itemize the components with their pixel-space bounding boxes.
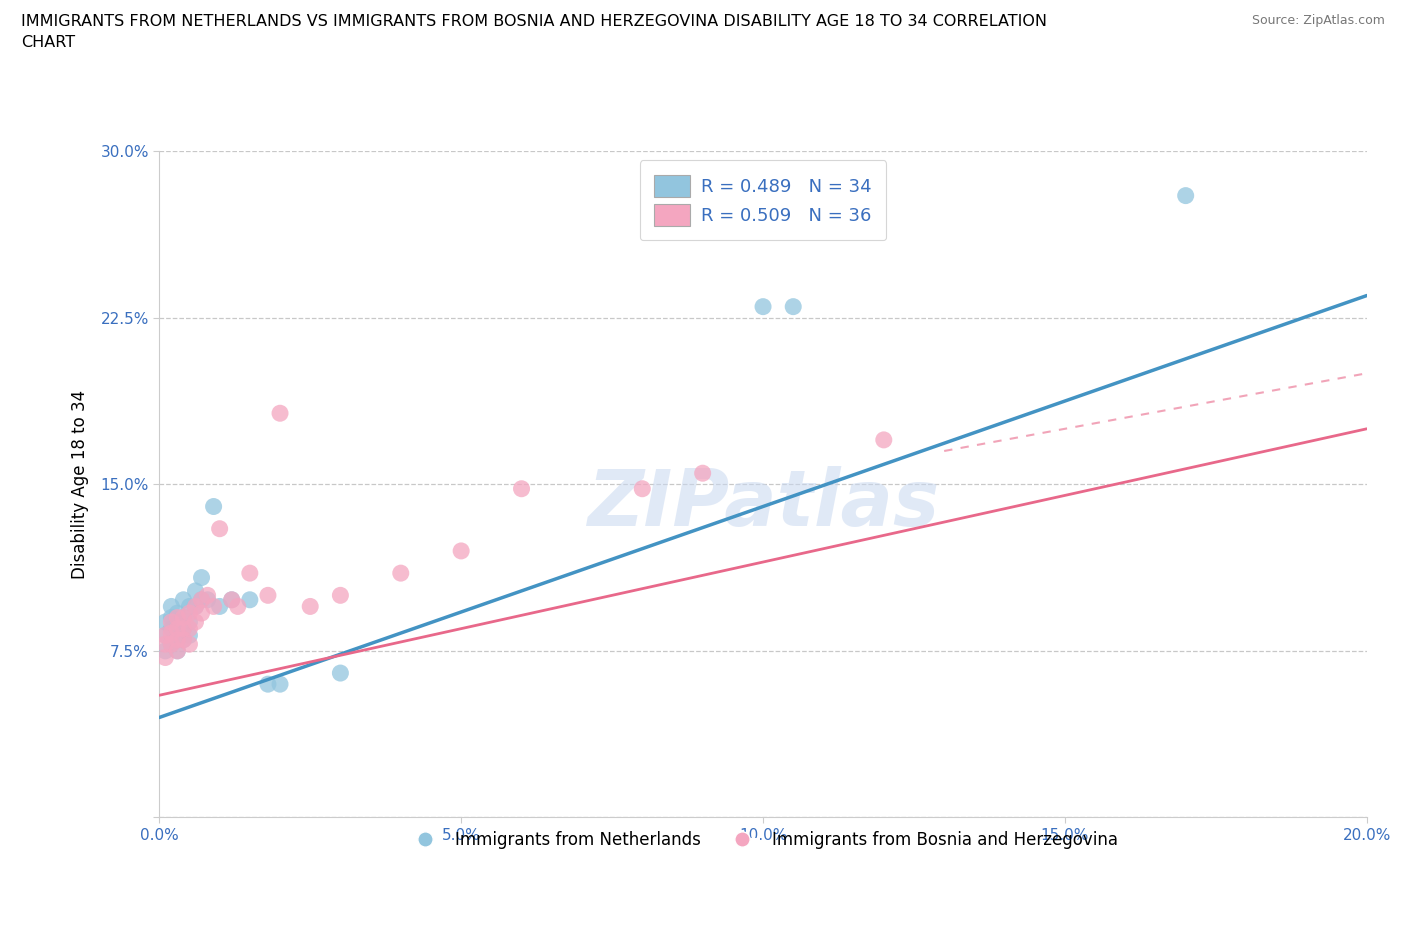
Point (166, 632, 188, 647)
Point (172, 610, 194, 625)
Point (450, 543, 472, 558)
Point (202, 599, 225, 614)
Point (389, 565, 412, 580)
Point (197, 588, 219, 603)
Point (166, 610, 188, 625)
Point (160, 610, 183, 625)
Point (160, 626, 183, 641)
Point (172, 632, 194, 647)
Point (172, 610, 194, 625)
Point (873, 432, 896, 447)
Point (172, 592, 194, 607)
Point (1174, 188, 1197, 203)
Point (190, 605, 212, 620)
Point (166, 632, 188, 647)
Point (257, 588, 280, 603)
Text: ZIPatlas: ZIPatlas (586, 466, 939, 542)
Point (179, 615, 201, 630)
Point (184, 599, 207, 614)
Point (179, 628, 201, 643)
Point (239, 592, 262, 607)
Point (172, 621, 194, 636)
Point (166, 621, 188, 636)
Point (239, 565, 262, 580)
Point (166, 644, 188, 658)
Point (160, 637, 183, 652)
Point (329, 666, 352, 681)
Point (221, 592, 243, 607)
Point (299, 599, 322, 614)
Point (208, 522, 231, 537)
Point (184, 599, 207, 614)
Point (155, 637, 177, 652)
Point (190, 592, 212, 607)
Point (782, 299, 804, 314)
Point (155, 628, 177, 643)
Point (160, 637, 183, 652)
Point (190, 592, 212, 607)
Point (166, 644, 188, 658)
Point (202, 499, 225, 514)
Point (692, 466, 714, 481)
Point (184, 583, 207, 598)
Point (155, 644, 177, 658)
Text: Source: ZipAtlas.com: Source: ZipAtlas.com (1251, 14, 1385, 27)
Point (166, 621, 188, 636)
Point (221, 592, 243, 607)
Point (190, 570, 212, 585)
Point (160, 615, 183, 630)
Point (269, 677, 291, 692)
Point (197, 592, 219, 607)
Point (166, 615, 188, 630)
Point (226, 599, 249, 614)
Point (179, 621, 201, 636)
Point (179, 637, 201, 652)
Point (208, 599, 231, 614)
Point (752, 299, 775, 314)
Point (166, 605, 188, 620)
Point (160, 599, 183, 614)
Y-axis label: Disability Age 18 to 34: Disability Age 18 to 34 (72, 390, 89, 578)
Point (160, 621, 183, 636)
Point (510, 482, 533, 497)
Point (172, 632, 194, 647)
Text: IMMIGRANTS FROM NETHERLANDS VS IMMIGRANTS FROM BOSNIA AND HERZEGOVINA DISABILITY: IMMIGRANTS FROM NETHERLANDS VS IMMIGRANT… (21, 14, 1047, 50)
Legend: Immigrants from Netherlands, Immigrants from Bosnia and Herzegovina: Immigrants from Netherlands, Immigrants … (401, 824, 1125, 856)
Point (184, 615, 207, 630)
Point (155, 615, 177, 630)
Point (179, 605, 201, 620)
Point (631, 482, 654, 497)
Point (172, 621, 194, 636)
Point (329, 588, 352, 603)
Point (257, 677, 280, 692)
Point (155, 650, 177, 665)
Point (179, 599, 201, 614)
Point (269, 405, 291, 420)
Point (155, 628, 177, 643)
